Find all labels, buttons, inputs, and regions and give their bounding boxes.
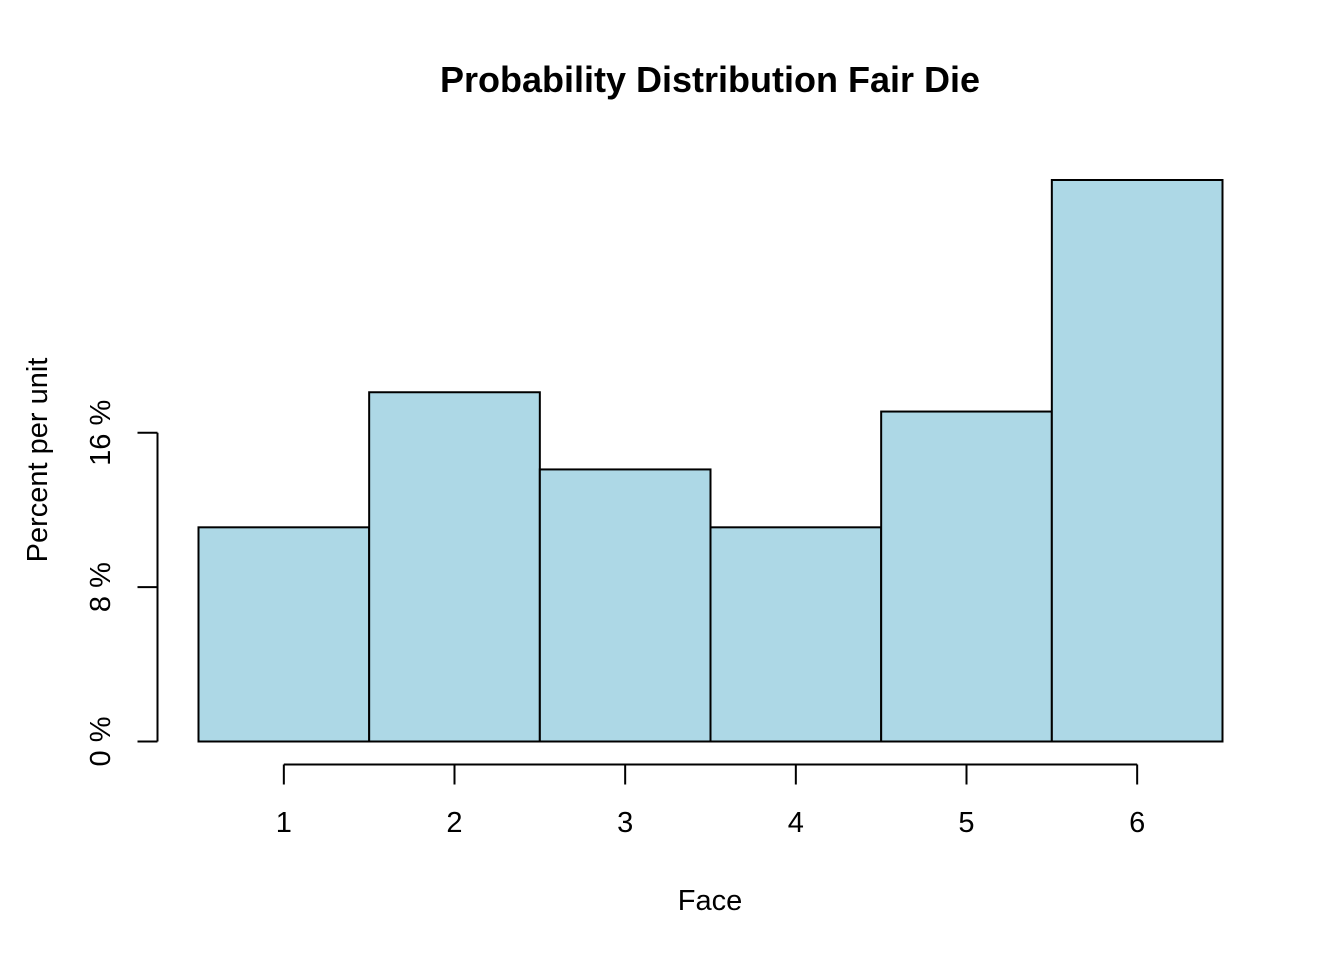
chart-title: Probability Distribution Fair Die <box>440 59 980 100</box>
y-axis: 0 % 8 % 16 % <box>85 400 159 767</box>
x-tick-label: 2 <box>446 807 462 839</box>
x-axis-label: Face <box>678 885 742 917</box>
x-tick-label: 5 <box>958 807 974 839</box>
bar-face-1 <box>197 526 371 743</box>
y-tick-label: 0 % <box>85 717 117 767</box>
y-tick-label: 16 % <box>85 400 117 466</box>
bar-face-4 <box>709 526 883 743</box>
x-tick-label: 4 <box>788 807 804 839</box>
y-tick-label: 8 % <box>85 562 117 612</box>
bar-face-3 <box>538 468 712 743</box>
x-axis: 1 2 3 4 5 6 <box>276 763 1145 839</box>
y-axis-label: Percent per unit <box>22 358 54 563</box>
x-tick-label: 3 <box>617 807 633 839</box>
x-tick-label: 6 <box>1129 807 1145 839</box>
bar-face-6 <box>1050 179 1224 743</box>
bar-face-5 <box>880 410 1053 743</box>
bar-face-2 <box>368 391 541 743</box>
x-tick-label: 1 <box>276 807 292 839</box>
bars-group <box>197 179 1224 743</box>
